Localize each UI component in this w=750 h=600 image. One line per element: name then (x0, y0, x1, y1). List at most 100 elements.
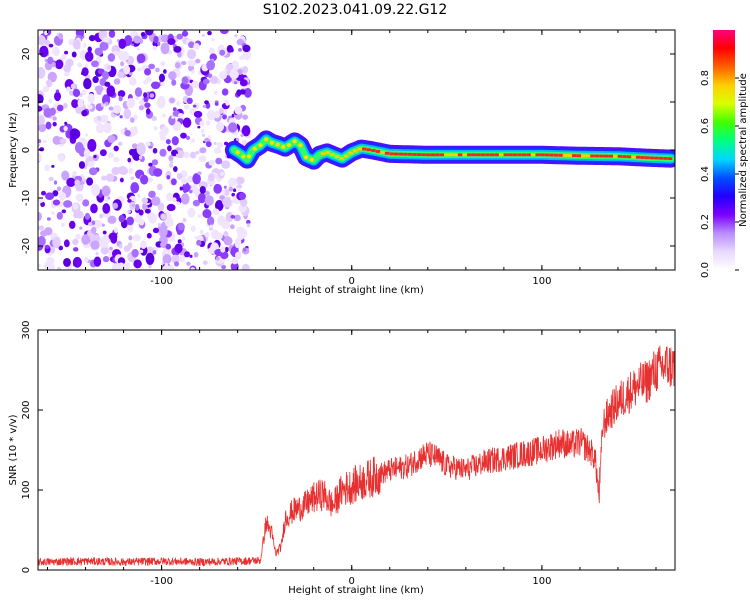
noise-blob (133, 259, 142, 269)
ridge-core-early (309, 157, 315, 162)
ridge-core (667, 157, 673, 160)
noise-blob (235, 251, 242, 260)
noise-blob (152, 250, 157, 255)
noise-blob (176, 101, 180, 107)
noise-blob (157, 202, 165, 212)
noise-blob (202, 260, 208, 265)
noise-blob (159, 148, 167, 157)
noise-blob (38, 67, 46, 79)
noise-blob (219, 71, 227, 80)
noise-blob (182, 117, 192, 128)
noise-blob (87, 93, 95, 104)
noise-blob (75, 193, 84, 202)
noise-blob (58, 245, 64, 251)
noise-blob (208, 159, 215, 166)
noise-blob (176, 33, 184, 40)
noise-blob (40, 230, 48, 237)
noise-blob (83, 43, 87, 48)
noise-blob (64, 121, 68, 125)
noise-blob (87, 160, 95, 167)
noise-blob (81, 71, 85, 76)
ridge-core (530, 153, 536, 157)
noise-blob (105, 173, 115, 182)
noise-blob (228, 177, 238, 187)
noise-blob (230, 261, 239, 270)
noise-blob (106, 85, 116, 97)
ridge-core-early (292, 139, 297, 144)
noise-blob (38, 35, 46, 46)
noise-blob (239, 55, 245, 61)
noise-blob (74, 179, 80, 186)
noise-blob (246, 219, 251, 225)
noise-blob (123, 65, 131, 75)
noise-blob (113, 157, 120, 163)
ridge-core (330, 153, 335, 157)
noise-blob (197, 213, 202, 218)
noise-blob (129, 117, 135, 123)
ridge-core-early (246, 154, 252, 159)
noise-blob (40, 201, 46, 207)
noise-blob (137, 67, 142, 72)
noise-blob (207, 216, 215, 226)
noise-blob (144, 68, 152, 76)
noise-blob (87, 104, 93, 110)
noise-blob (91, 183, 101, 197)
noise-blob (91, 220, 96, 226)
ridge-core (334, 155, 340, 158)
ridge-core (517, 153, 522, 157)
noise-blob (165, 243, 172, 250)
noise-blob (215, 256, 220, 261)
noise-blob (171, 254, 180, 264)
noise-blob (61, 209, 67, 214)
ridge-core (366, 148, 372, 152)
noise-blob (198, 155, 207, 163)
noise-blob (228, 122, 238, 133)
noise-blob (202, 208, 212, 219)
spectrogram-y-tick-label: -20 (21, 238, 32, 254)
noise-blob (148, 162, 153, 167)
noise-blob (242, 50, 252, 60)
noise-blob (131, 143, 138, 149)
ridge-core (343, 154, 349, 158)
noise-blob (146, 177, 154, 183)
ridge-core (476, 153, 481, 157)
noise-blob (161, 125, 169, 136)
noise-blob (127, 157, 132, 163)
noise-blob (186, 97, 193, 105)
ridge-core (508, 153, 513, 157)
noise-blob (64, 71, 70, 77)
colorbar-tick-label: 0.0 (700, 262, 711, 278)
ridge-core (462, 153, 467, 157)
noise-blob (47, 56, 54, 65)
ridge-core (622, 155, 627, 158)
noise-blob (176, 173, 183, 180)
noise-blob (55, 89, 60, 93)
noise-blob (38, 197, 44, 203)
noise-blob (128, 167, 134, 175)
noise-blob (94, 219, 103, 228)
colorbar-label: Normalized spectral amplitude (738, 73, 749, 227)
noise-blob (207, 30, 212, 36)
noise-blob (38, 235, 46, 247)
noise-blob (68, 220, 76, 230)
ridge-core (430, 153, 435, 157)
noise-blob (191, 80, 200, 89)
noise-blob (164, 216, 174, 228)
noise-blob (192, 173, 201, 185)
noise-blob (153, 126, 158, 131)
noise-blob (152, 227, 159, 234)
noise-blob (242, 247, 247, 252)
ridge-core-early (275, 142, 280, 147)
noise-blob (240, 198, 248, 207)
noise-blob (117, 71, 125, 78)
noise-blob (234, 240, 241, 249)
snr-panel: -100 0 100 0 100 200 300 Height of straight l… (8, 320, 676, 596)
ridge-core (576, 154, 581, 158)
colorbar-ticks: 0.0 0.2 0.4 0.6 0.8 (700, 70, 739, 278)
noise-blob (202, 104, 207, 109)
noise-blob (48, 176, 54, 182)
noise-blob (112, 202, 119, 209)
noise-blob (222, 196, 232, 208)
noise-blob (187, 49, 197, 60)
noise-blob (38, 105, 43, 112)
